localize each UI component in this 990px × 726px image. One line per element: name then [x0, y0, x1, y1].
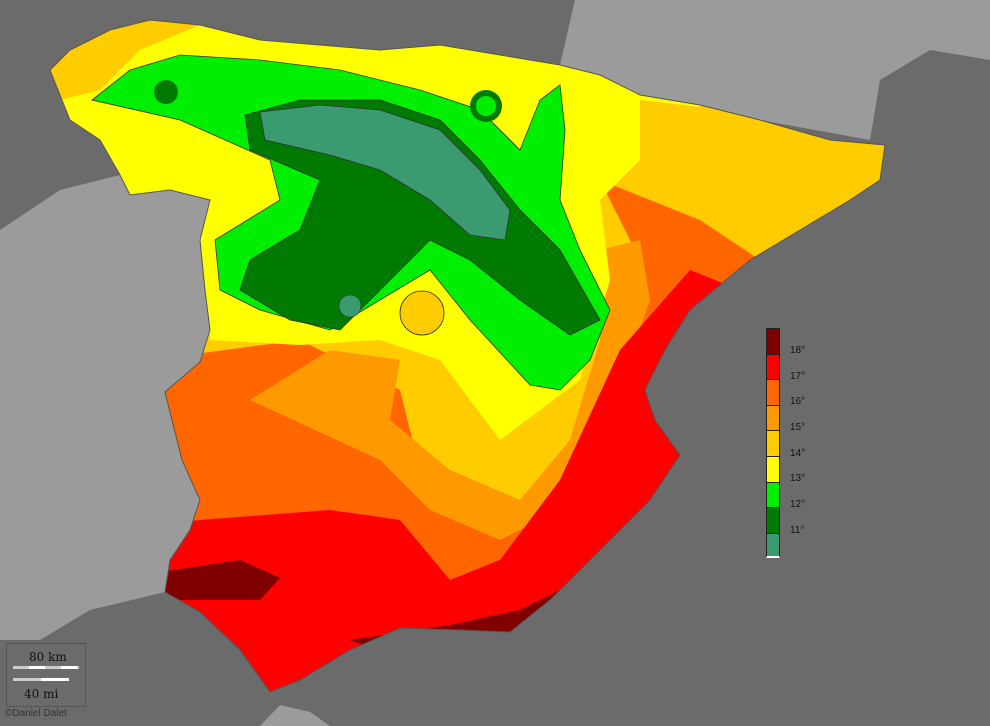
- legend-label: 16°: [790, 396, 806, 407]
- legend-swatch-10: [766, 532, 780, 559]
- temperature-legend: 18° 17° 16° 15° 14° 13° 12° 11°: [766, 328, 805, 559]
- credit: ©Daniel Dalet: [5, 708, 67, 719]
- scale-km-bar: [13, 666, 79, 669]
- legend-label: 11°: [790, 525, 805, 536]
- legend-label: 15°: [790, 422, 806, 433]
- legend-label: 13°: [790, 473, 806, 484]
- legend-swatch-11: [766, 507, 780, 533]
- legend-swatch-16: [766, 379, 780, 405]
- france-land: [560, 0, 990, 140]
- scale-mi: 40 mi: [24, 687, 59, 701]
- legend-swatch-17: [766, 353, 780, 380]
- legend-label: 18°: [790, 345, 806, 356]
- legend-swatch-12: [766, 481, 780, 508]
- legend-label: 17°: [790, 371, 806, 382]
- legend-swatch-15: [766, 404, 780, 431]
- legend-swatch-18: [766, 328, 780, 354]
- spain-outline: [49, 19, 886, 693]
- scale-km: 80 km: [29, 650, 67, 664]
- legend-swatch-13: [766, 455, 780, 482]
- scale-mi-bar: [13, 678, 69, 681]
- legend-label: 12°: [790, 499, 806, 510]
- legend-swatch-14: [766, 430, 780, 456]
- portugal-land: [0, 175, 210, 640]
- africa-land: [260, 705, 330, 726]
- legend-label: 14°: [790, 448, 806, 459]
- scale-bar: 80 km 40 mi: [6, 643, 86, 707]
